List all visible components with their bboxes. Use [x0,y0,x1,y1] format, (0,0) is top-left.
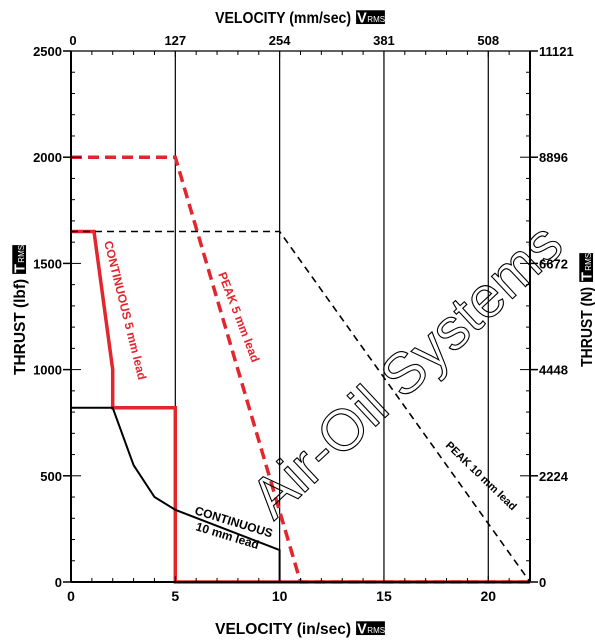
y-axis-title-badge [12,245,27,274]
x-top-tick-label: 127 [164,33,186,48]
x-top-axis-title-badge-sub: RMS [367,15,385,24]
y-right-tick-label: 11121 [539,44,574,59]
tick-layer: 0 5 10 15 20 0 127 254 381 508 0 500 1000 1500 2000 250… [33,33,574,604]
y-axis-title-badge-sub: RMS [17,245,26,263]
y-right-tick-label: 8896 [539,150,568,165]
x-axis-title-badge-sub: RMS [367,626,385,635]
x-axis-title-text: VELOCITY (in/sec) [215,621,351,638]
x-top-axis-title-badge-main: V [357,10,367,26]
x-tick-label: 0 [67,588,75,604]
x-top-axis-title-badge [356,10,385,25]
y-right-axis-title-badge-main: T [579,272,595,281]
x-axis-title: VELOCITY (in/sec) V RMS [215,621,385,638]
x-top-tick-label: 0 [69,33,76,48]
y-axis-title-text: THRUST (lbf) [12,279,29,375]
x-axis-title-badge [356,621,385,636]
y-axis-title-badge-main: T [12,264,28,273]
y-tick-label: 1000 [33,363,62,378]
x-top-axis-title: VELOCITY (mm/sec) V RMS [215,10,385,27]
y-right-tick-label: 6672 [539,256,568,271]
y-right-axis-title-text: THRUST (N) [579,287,595,367]
y-right-tick-label: 0 [539,575,546,590]
x-tick-label: 15 [376,588,392,604]
y-tick-label: 2000 [33,150,62,165]
y-tick-label: 500 [40,469,62,484]
x-top-axis-title-text: VELOCITY (mm/sec) [215,10,351,27]
x-top-tick-label: 254 [269,33,291,48]
series-line-3 [71,230,531,583]
series-line-1 [71,155,530,584]
x-tick-label: 10 [272,588,288,604]
x-top-tick-label: 381 [373,33,395,48]
y-tick-label: 0 [55,575,62,590]
x-top-tick-label: 508 [477,33,499,48]
watermark-layer: Air-Oil Systems [238,210,576,531]
x-axis-title-badge-main: V [357,621,367,637]
y-right-axis-title-badge-sub: RMS [584,253,593,271]
y-right-axis-title-badge [579,253,594,282]
y-right-tick-label: 4448 [539,363,568,378]
y-tick-label: 2500 [33,44,62,59]
y-right-tick-label: 2224 [539,469,569,484]
watermark-text: Air-Oil Systems [238,211,575,531]
annotation-continuous-5mm: CONTINUOUS 5 mm lead [101,239,149,381]
x-tick-label: 5 [171,588,179,604]
annotation-peak-5mm: PEAK 5 mm lead [215,270,262,364]
x-tick-label: 20 [480,588,496,604]
series-line-2 [71,406,281,582]
y-tick-label: 1500 [33,256,62,271]
